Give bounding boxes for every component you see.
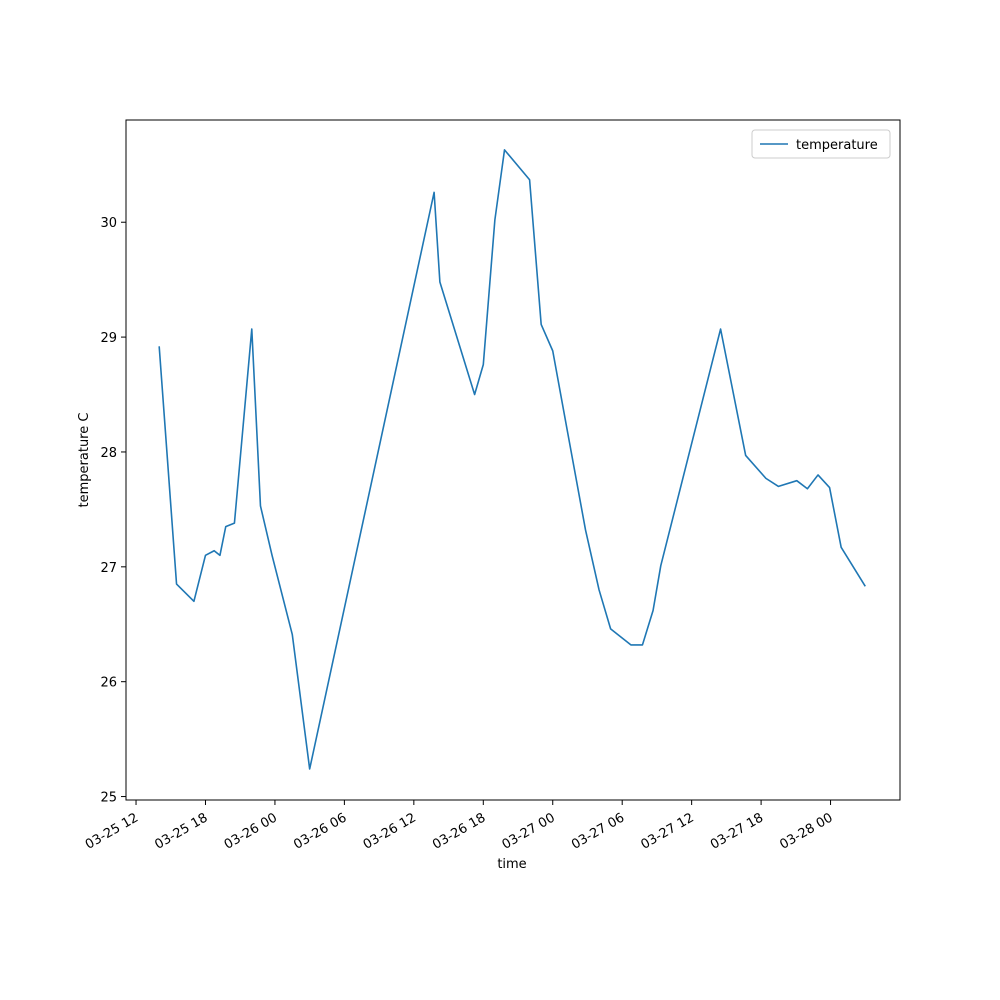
x-tick-label: 03-25 18 — [152, 810, 210, 852]
x-tick-label: 03-27 12 — [639, 810, 697, 852]
legend-label: temperature — [796, 138, 878, 153]
line — [158, 149, 866, 770]
y-tick-label: 25 — [100, 791, 117, 806]
y-tick-label: 28 — [100, 446, 117, 461]
x-tick-label: 03-26 18 — [430, 810, 488, 852]
y-tick-label: 27 — [100, 561, 117, 576]
x-tick-label: 03-26 00 — [222, 810, 280, 852]
x-axis-label: time — [497, 857, 526, 872]
y-tick-label: 29 — [100, 331, 117, 346]
x-tick-label: 03-27 00 — [500, 810, 558, 852]
y-tick-label: 30 — [100, 216, 117, 231]
y-tick-label: 26 — [100, 676, 117, 691]
plot-frame — [125, 119, 901, 801]
x-tick-label: 03-27 06 — [569, 810, 627, 852]
y-axis-label: temperature C — [77, 413, 92, 508]
x-tick-label: 03-26 12 — [361, 810, 419, 852]
legend-box — [751, 129, 891, 159]
x-tick-label: 03-26 06 — [291, 810, 349, 852]
x-tick-label: 03-28 00 — [777, 810, 835, 852]
x-tick-label: 03-27 18 — [708, 810, 766, 852]
x-tick-label: 03-25 12 — [83, 810, 141, 852]
